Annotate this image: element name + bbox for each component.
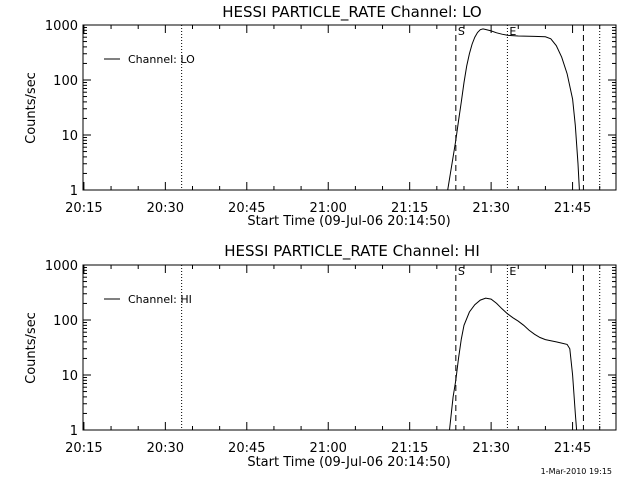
panel-lo-y-tick-label: 1000 [45,19,78,34]
panel-lo-x-tick-label: 20:30 [147,201,184,216]
panel-lo-x-tick-label: 20:45 [228,201,265,216]
panel-hi-x-tick-label: 21:30 [472,441,509,456]
panel-lo: HESSI PARTICLE_RATE Channel: LO 20:15 20:… [24,3,617,229]
panel-lo-y-tick-label: 100 [53,74,78,89]
panel-hi: HESSI PARTICLE_RATE Channel: HI 20:15 20:… [24,242,617,470]
panel-lo-marker-label: S [458,25,465,38]
panel-hi-legend-label: Channel: HI [128,293,192,306]
panel-lo-x-tick-label: 21:00 [309,201,346,216]
panel-hi-series-line [449,297,578,431]
panel-lo-marker-label: E [509,25,516,38]
panel-hi-y-tick-label: 10 [61,369,78,384]
panel-hi-marker-label: S [458,265,465,278]
panel-hi-x-tick-label: 21:45 [554,441,591,456]
panel-hi-marker-label: E [509,265,516,278]
panel-hi-xlabel: Start Time (09-Jul-06 20:14:50) [247,455,450,470]
panel-lo-x-tick-label: 21:45 [554,201,591,216]
panel-hi-x-tick-label: 21:00 [309,441,346,456]
panel-lo-x-tick-label: 21:15 [391,201,428,216]
panel-hi-title: HESSI PARTICLE_RATE Channel: HI [224,242,480,261]
panel-lo-title: HESSI PARTICLE_RATE Channel: LO [222,3,481,22]
panel-hi-y-tick-label: 1000 [45,259,78,274]
panel-lo-xlabel: Start Time (09-Jul-06 20:14:50) [247,214,450,229]
panel-lo-legend-label: Channel: LO [128,53,195,66]
panel-hi-x-tick-label: 20:30 [147,441,184,456]
panel-hi-frame [82,264,617,431]
panel-hi-ylabel: Counts/sec [24,312,39,384]
footer-timestamp: 1-Mar-2010 19:15 [541,467,612,476]
panel-hi-x-tick-label: 20:15 [65,441,102,456]
panel-hi-y-tick-label: 100 [53,314,78,329]
panel-lo-x-axis: 20:15 20:30 20:45 21:00 21:15 21:30 21:45 [65,25,601,216]
panel-lo-y-tick-label: 1 [70,184,78,199]
panel-hi-y-axis: 1 10 100 1000 [45,259,616,439]
panel-lo-frame [82,24,617,191]
panel-lo-y-tick-label: 10 [61,129,78,144]
panel-lo-series-line [447,28,580,191]
panel-lo-y-axis: 1 10 100 1000 [45,19,616,199]
panel-hi-x-axis: 20:15 20:30 20:45 21:00 21:15 21:30 21:45 [65,265,601,456]
panel-hi-y-tick-label: 1 [70,424,78,439]
panel-hi-x-tick-label: 20:45 [228,441,265,456]
panel-lo-ylabel: Counts/sec [24,72,39,144]
panel-hi-x-tick-label: 21:15 [391,441,428,456]
panel-lo-x-tick-label: 20:15 [65,201,102,216]
panel-lo-x-tick-label: 21:30 [472,201,509,216]
